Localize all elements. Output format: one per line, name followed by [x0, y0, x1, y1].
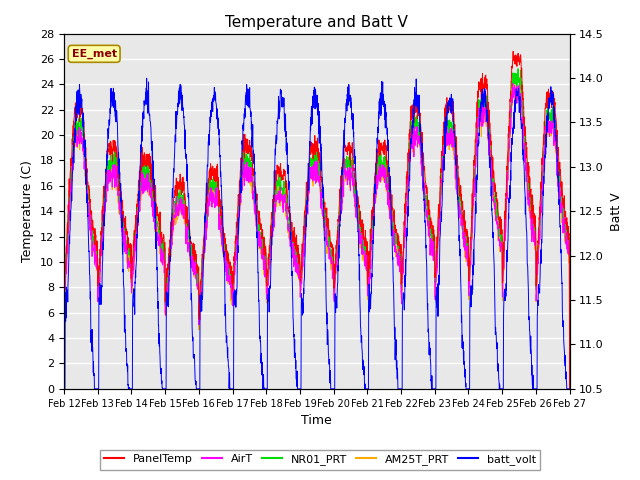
- Title: Temperature and Batt V: Temperature and Batt V: [225, 15, 408, 30]
- Legend: PanelTemp, AirT, NR01_PRT, AM25T_PRT, batt_volt: PanelTemp, AirT, NR01_PRT, AM25T_PRT, ba…: [100, 450, 540, 469]
- Y-axis label: Temperature (C): Temperature (C): [22, 160, 35, 262]
- Y-axis label: Batt V: Batt V: [610, 192, 623, 230]
- X-axis label: Time: Time: [301, 414, 332, 427]
- Text: EE_met: EE_met: [72, 48, 116, 59]
